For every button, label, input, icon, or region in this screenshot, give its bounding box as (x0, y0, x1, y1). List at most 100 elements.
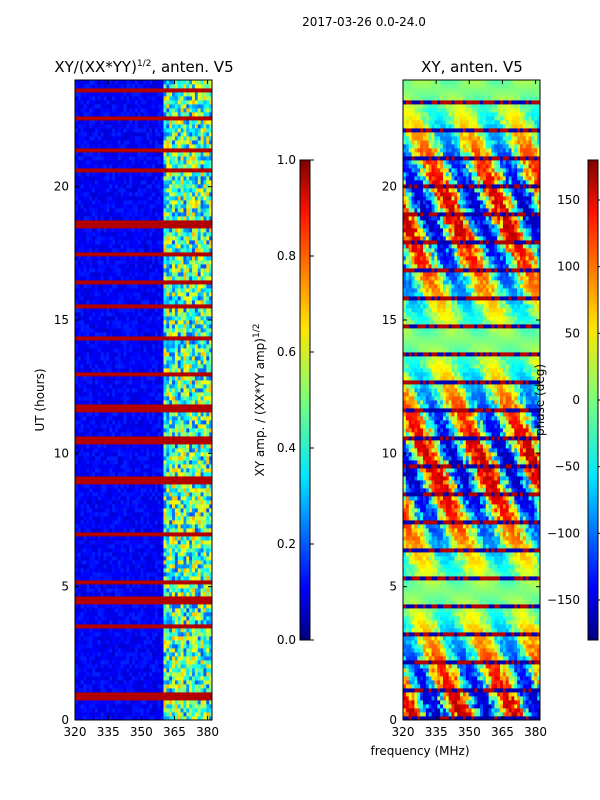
heatmap-cell (169, 660, 173, 665)
heatmap-cell (117, 544, 122, 549)
heatmap-cell (192, 548, 196, 553)
heatmap-cell (172, 572, 176, 577)
heatmap-cell (206, 384, 210, 389)
heatmap-cell (112, 568, 116, 573)
heatmap-cell (97, 684, 102, 689)
heatmap-cell (157, 424, 162, 429)
heatmap-cell (180, 640, 184, 645)
heatmap-cell (157, 672, 162, 677)
heatmap-cell (143, 708, 147, 713)
heatmap-cell (154, 344, 159, 349)
heatmap-cell (134, 624, 139, 629)
heatmap-cell (206, 696, 210, 701)
heatmap-cell (129, 328, 133, 333)
heatmap-cell (86, 640, 90, 645)
heatmap-cell (200, 376, 204, 381)
heatmap-cell (83, 376, 87, 381)
heatmap-cell (80, 496, 84, 501)
heatmap-cell (83, 656, 87, 661)
heatmap-cell (163, 352, 167, 357)
heatmap-cell (203, 688, 207, 693)
heatmap-cell (209, 652, 212, 657)
heatmap-cell (109, 348, 113, 353)
heatmap-cell (126, 520, 130, 525)
heatmap-cell (80, 504, 84, 509)
heatmap-cell (169, 568, 173, 573)
heatmap-cell (152, 604, 156, 609)
heatmap-cell (177, 512, 181, 517)
heatmap-cell (140, 628, 144, 633)
heatmap-cell (97, 660, 102, 665)
heatmap-cell (194, 344, 199, 349)
heatmap-cell (112, 432, 116, 437)
heatmap-cell (126, 356, 130, 361)
heatmap-cell (192, 600, 196, 605)
heatmap-cell (86, 712, 90, 717)
heatmap-cell (146, 712, 150, 717)
heatmap-cell (140, 612, 144, 617)
heatmap-cell (143, 484, 147, 489)
heatmap-cell (140, 372, 144, 377)
heatmap-cell (75, 576, 79, 581)
heatmap-cell (169, 412, 173, 417)
heatmap-cell (194, 428, 199, 433)
heatmap-cell (200, 392, 204, 397)
heatmap-cell (206, 624, 210, 629)
heatmap-cell (120, 688, 124, 693)
heatmap-cell (83, 320, 87, 325)
heatmap-cell (200, 692, 204, 697)
heatmap-cell (77, 348, 82, 353)
heatmap-cell (200, 620, 204, 625)
heatmap-cell (129, 424, 133, 429)
heatmap-cell (157, 696, 162, 701)
heatmap-cell (209, 468, 212, 473)
heatmap-cell (117, 420, 122, 425)
heatmap-cell (177, 492, 181, 497)
heatmap-cell (143, 348, 147, 353)
heatmap-cell (77, 520, 82, 525)
heatmap-cell (83, 668, 87, 673)
heatmap-cell (200, 448, 204, 453)
heatmap-cell (186, 472, 190, 477)
heatmap-cell (112, 620, 116, 625)
heatmap-cell (157, 364, 162, 369)
heatmap-cell (186, 692, 190, 697)
heatmap-cell (149, 676, 153, 681)
heatmap-cell (183, 552, 187, 557)
heatmap-cell (140, 356, 144, 361)
heatmap-cell (132, 336, 136, 341)
heatmap-cell (192, 520, 196, 525)
heatmap-cell (137, 400, 142, 405)
heatmap-cell (180, 668, 184, 673)
heatmap-cell (194, 400, 199, 405)
heatmap-cell (166, 456, 170, 461)
heatmap-cell (86, 336, 90, 341)
heatmap-cell (194, 700, 199, 705)
heatmap-cell (194, 352, 199, 357)
heatmap-cell (143, 576, 147, 581)
heatmap-cell (160, 468, 164, 473)
heatmap-cell (114, 316, 119, 321)
heatmap-cell (89, 568, 93, 573)
heatmap-cell (97, 436, 102, 441)
heatmap-cell (200, 580, 204, 585)
heatmap-cell (137, 544, 142, 549)
heatmap-cell (154, 472, 159, 477)
heatmap-cell (146, 680, 150, 685)
heatmap-cell (152, 460, 156, 465)
heatmap-cell (177, 420, 181, 425)
heatmap-cell (89, 588, 93, 593)
heatmap-cell (117, 660, 122, 665)
heatmap-cell (203, 572, 207, 577)
heatmap-cell (172, 524, 176, 529)
heatmap-cell (120, 476, 124, 481)
heatmap-cell (157, 664, 162, 669)
heatmap-cell (206, 436, 210, 441)
heatmap-cell (189, 708, 193, 713)
heatmap-cell (203, 432, 207, 437)
heatmap-cell (89, 644, 93, 649)
heatmap-cell (203, 404, 207, 409)
heatmap-cell (140, 504, 144, 509)
heatmap-cell (106, 344, 110, 349)
heatmap-cell (92, 688, 96, 693)
